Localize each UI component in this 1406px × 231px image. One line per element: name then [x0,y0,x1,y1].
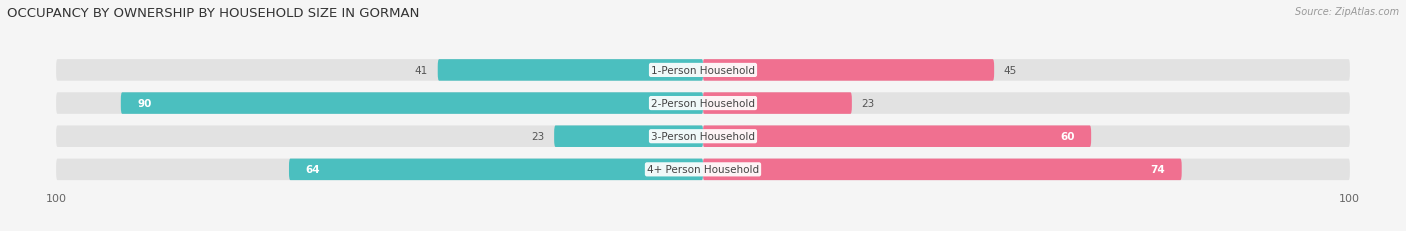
Text: 23: 23 [531,132,544,142]
FancyBboxPatch shape [290,159,703,180]
Text: 45: 45 [1004,66,1017,76]
FancyBboxPatch shape [703,93,852,114]
FancyBboxPatch shape [703,126,1091,147]
Text: 60: 60 [1060,132,1076,142]
Text: 41: 41 [415,66,429,76]
FancyBboxPatch shape [703,60,994,81]
FancyBboxPatch shape [56,60,1350,81]
Text: 90: 90 [138,99,152,109]
Text: Source: ZipAtlas.com: Source: ZipAtlas.com [1295,7,1399,17]
FancyBboxPatch shape [703,159,1181,180]
Text: 3-Person Household: 3-Person Household [651,132,755,142]
Text: OCCUPANCY BY OWNERSHIP BY HOUSEHOLD SIZE IN GORMAN: OCCUPANCY BY OWNERSHIP BY HOUSEHOLD SIZE… [7,7,419,20]
Text: 1-Person Household: 1-Person Household [651,66,755,76]
FancyBboxPatch shape [437,60,703,81]
Text: 2-Person Household: 2-Person Household [651,99,755,109]
FancyBboxPatch shape [121,93,703,114]
FancyBboxPatch shape [56,159,1350,180]
Text: 74: 74 [1150,165,1166,175]
FancyBboxPatch shape [56,126,1350,147]
Text: 4+ Person Household: 4+ Person Household [647,165,759,175]
FancyBboxPatch shape [56,93,1350,114]
Text: 23: 23 [862,99,875,109]
Text: 64: 64 [305,165,321,175]
FancyBboxPatch shape [554,126,703,147]
